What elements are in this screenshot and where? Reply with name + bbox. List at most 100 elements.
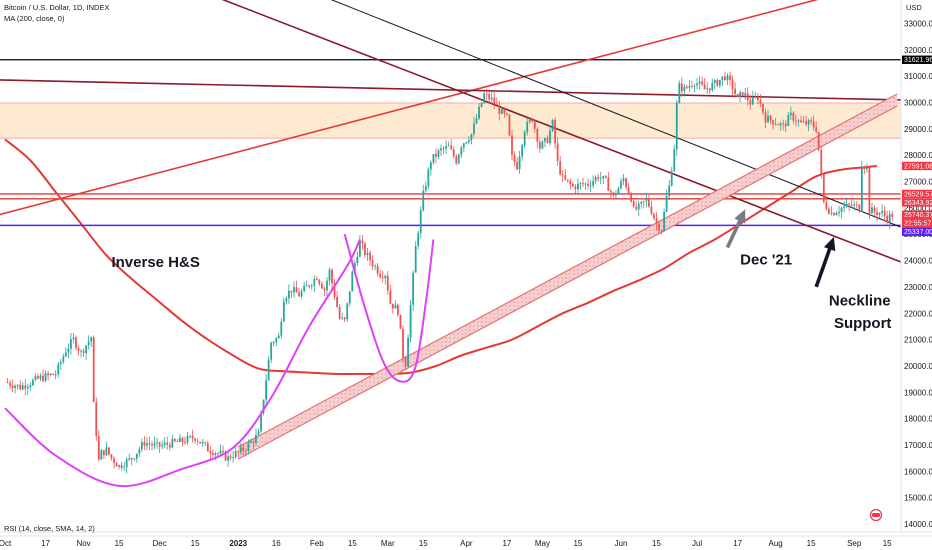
candle <box>427 167 430 189</box>
y-tick-label: 32000.00 <box>904 46 932 55</box>
candle <box>853 200 856 211</box>
candle <box>599 171 602 185</box>
trend-descending-maroon <box>0 79 903 101</box>
x-tick-label: Aug <box>769 539 783 548</box>
candle <box>584 182 587 190</box>
candle <box>125 457 128 474</box>
candle <box>655 212 658 231</box>
candle <box>642 200 645 208</box>
candle <box>863 165 866 175</box>
candle <box>356 251 359 267</box>
candle <box>270 341 273 364</box>
candle <box>277 332 280 339</box>
candle <box>830 206 833 216</box>
candle <box>569 178 572 191</box>
y-tick-label: 17000.00 <box>904 441 932 450</box>
dec21-arrow <box>725 209 746 249</box>
candle <box>391 303 394 314</box>
candle <box>670 166 673 187</box>
candle <box>493 91 496 110</box>
candle <box>189 434 191 439</box>
candle <box>424 181 427 193</box>
time-axis[interactable]: Oct 17 Nov 15 Dec 15 2023 16 Feb 15 Mar 15 Apr 17 May 1… <box>0 539 892 548</box>
candle <box>138 446 141 458</box>
candle <box>318 278 321 287</box>
candle <box>660 229 663 235</box>
candle <box>313 275 316 292</box>
candle <box>620 177 622 190</box>
candle <box>386 270 389 295</box>
curve-inverse-hs-head <box>343 233 435 383</box>
candle <box>878 212 881 219</box>
candle <box>140 438 143 453</box>
candle <box>488 89 491 104</box>
candle <box>822 173 825 204</box>
candle <box>310 283 313 290</box>
candle <box>422 184 425 212</box>
candle <box>688 79 691 92</box>
candle <box>59 359 62 370</box>
candle <box>678 80 681 104</box>
candle <box>774 117 777 126</box>
candle <box>133 458 136 461</box>
candle <box>280 318 283 339</box>
candle <box>176 439 179 443</box>
candle <box>179 434 181 443</box>
x-tick-label: 15 <box>419 539 428 548</box>
candle <box>346 302 349 323</box>
price-tag: 26529.57 <box>902 189 932 198</box>
candle <box>29 382 32 391</box>
candle <box>44 370 47 383</box>
candle <box>764 108 767 129</box>
candle <box>711 78 714 92</box>
candle <box>110 453 113 461</box>
candle <box>571 182 574 188</box>
candle <box>810 117 813 126</box>
candle <box>873 205 876 216</box>
candle <box>72 333 75 344</box>
annotation-3: Support <box>834 315 892 332</box>
candle <box>741 92 744 97</box>
candle <box>419 206 422 239</box>
x-tick-label: 2023 <box>229 539 247 548</box>
x-tick-label: 15 <box>191 539 200 548</box>
candle <box>376 262 379 277</box>
candle <box>820 145 823 179</box>
candle <box>295 280 298 293</box>
candle <box>194 437 197 444</box>
candle <box>473 116 475 137</box>
candle <box>647 194 650 209</box>
y-tick-label: 20000.00 <box>904 362 932 371</box>
candle <box>480 102 483 108</box>
price-tag-label: 22:55:57 <box>904 221 931 228</box>
candle <box>285 296 288 305</box>
candle <box>625 176 627 190</box>
candle <box>736 93 739 98</box>
candle <box>262 399 265 416</box>
price-axis[interactable]: 14000.00 15000.00 16000.00 17000.00 18000.00… <box>904 19 932 529</box>
candle <box>691 80 693 89</box>
candle <box>211 449 214 457</box>
annotation-0: Inverse H&S <box>111 254 199 271</box>
candle <box>67 343 70 359</box>
candle <box>381 270 384 283</box>
candle <box>404 356 407 370</box>
candle <box>191 429 194 443</box>
candle <box>100 449 103 460</box>
candle <box>414 241 417 273</box>
candle <box>6 377 9 384</box>
x-tick-label: Oct <box>0 539 12 548</box>
candle <box>156 437 158 449</box>
candle <box>369 250 371 266</box>
candle <box>308 284 311 289</box>
candle <box>706 81 709 94</box>
candle <box>442 146 445 155</box>
candle <box>749 94 752 110</box>
ma-indicator-label: MA (200, close, 0) <box>4 14 65 23</box>
price-tags: 31621.96 27591.08 26529.57 26343.92 25740.37… <box>902 55 932 236</box>
x-tick-label: 17 <box>733 539 742 548</box>
candle <box>232 450 235 463</box>
chart-title: Bitcoin / U.S. Dollar, 1D, INDEX <box>4 3 109 12</box>
candle <box>465 141 468 145</box>
